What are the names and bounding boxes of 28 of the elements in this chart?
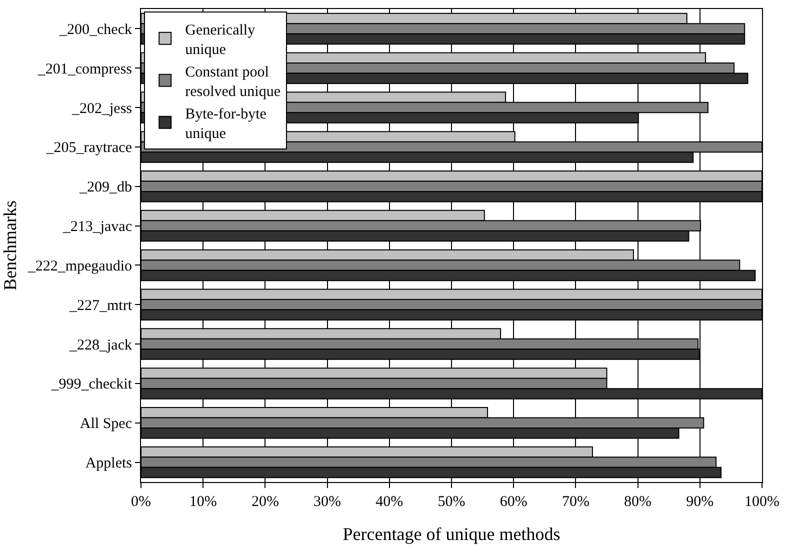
y-tick-label: _200_check <box>58 22 132 38</box>
y-tick-label: _228_jack <box>68 337 132 354</box>
x-tick-label: 0% <box>131 494 151 510</box>
x-tick-label: 80% <box>624 494 652 510</box>
legend-label: Generically unique <box>185 22 256 58</box>
x-tick-label: 60% <box>500 494 528 510</box>
x-tick-label: 30% <box>314 494 342 510</box>
y-tick-label: _222_mpegaudio <box>26 258 132 274</box>
legend-label: Byte-for-byte unique <box>185 106 267 142</box>
y-tick-label: _202_jess <box>71 100 132 117</box>
y-tick-label: _999_checkit <box>50 376 133 393</box>
y-tick-label: All Spec <box>80 416 132 432</box>
x-tick-label: 40% <box>376 494 404 510</box>
legend-label: Constant pool resolved unique <box>185 64 281 100</box>
x-tick-label: 10% <box>189 494 217 510</box>
y-tick-label: _213_javac <box>62 219 132 236</box>
x-tick-label: 20% <box>251 494 279 510</box>
y-axis-title: Benchmarks <box>0 200 20 290</box>
x-tick-label: 90% <box>686 494 714 510</box>
y-tick-label: _227_mtrt <box>68 298 133 314</box>
x-axis-title: Percentage of unique methods <box>342 524 560 544</box>
y-tick-label: _209_db <box>78 180 132 196</box>
y-tick-label: _201_compress <box>36 61 132 78</box>
x-tick-label: 100% <box>744 494 780 510</box>
x-tick-label: 70% <box>562 494 590 510</box>
x-tick-label: 50% <box>438 494 466 510</box>
y-tick-label: _205_raytrace <box>45 140 132 156</box>
y-tick-label: Applets <box>85 456 132 472</box>
